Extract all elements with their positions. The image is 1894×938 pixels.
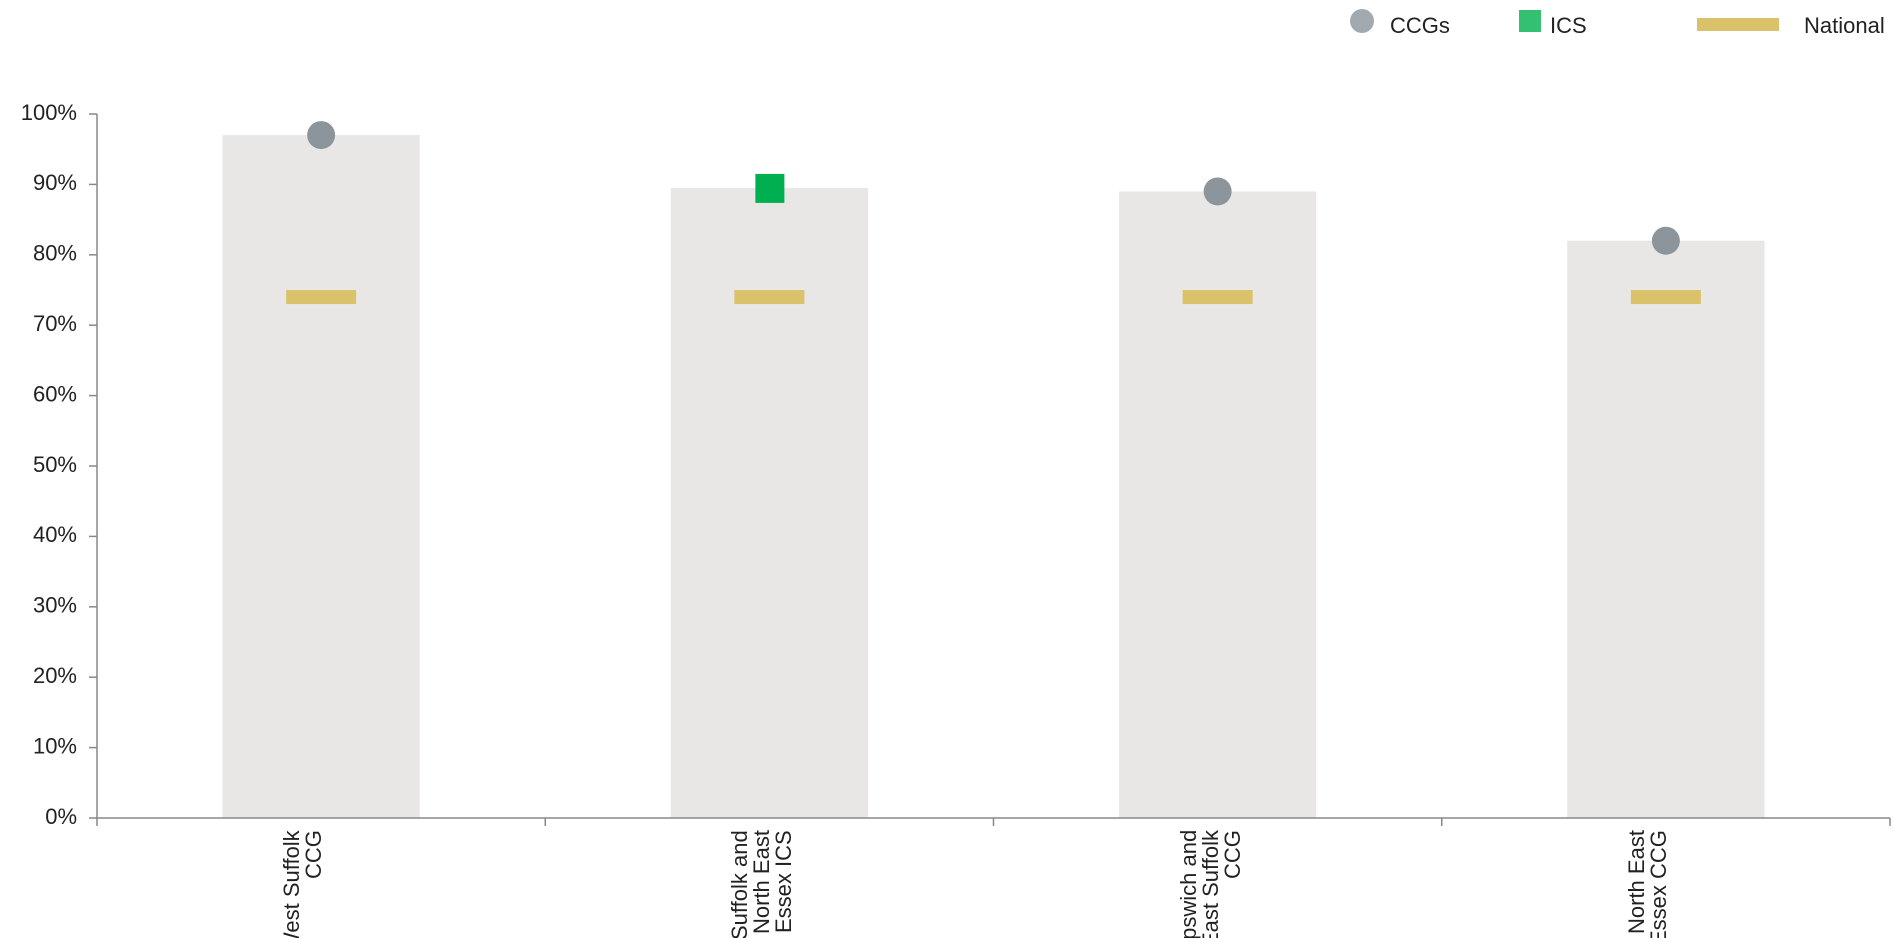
bar xyxy=(1567,240,1765,819)
y-tick-label: 80% xyxy=(33,241,77,266)
y-tick-label: 0% xyxy=(45,804,77,829)
legend-swatch xyxy=(1697,18,1779,31)
y-tick-label: 30% xyxy=(33,593,77,618)
y-tick-label: 100% xyxy=(21,100,77,125)
circle-marker xyxy=(1651,226,1680,255)
square-marker xyxy=(755,173,785,203)
bar xyxy=(670,187,868,819)
y-tick-label: 40% xyxy=(33,522,77,547)
y-tick-label: 70% xyxy=(33,311,77,336)
y-tick-label: 10% xyxy=(33,733,77,758)
bar xyxy=(222,135,420,818)
y-tick-label: 20% xyxy=(33,663,77,688)
x-tick-label-text: West Suffolk CCG xyxy=(279,830,327,938)
y-tick-label: 50% xyxy=(33,452,77,477)
legend-label: CCGs xyxy=(1390,13,1450,38)
legend-label: ICS xyxy=(1550,13,1587,38)
y-tick-label: 90% xyxy=(33,170,77,195)
x-tick-label: West Suffolk CCG xyxy=(279,830,361,938)
circle-marker xyxy=(307,121,336,150)
legend-swatch xyxy=(1350,9,1374,33)
dash-marker xyxy=(286,290,357,305)
legend-label: National xyxy=(1804,13,1885,38)
dash-marker xyxy=(734,290,805,305)
bar xyxy=(1119,191,1317,818)
circle-marker xyxy=(1203,177,1232,206)
x-tick-label-text: North East Essex CCG xyxy=(1623,830,1671,938)
x-tick-label: North East Essex CCG xyxy=(1623,830,1706,938)
x-tick-label: Suffolk and North East Essex ICS xyxy=(727,830,809,938)
dash-marker xyxy=(1630,290,1701,305)
x-tick-label: Ipswich and East Suffolk CCG xyxy=(1175,830,1258,938)
y-tick-label: 60% xyxy=(33,381,77,406)
x-tick-label-text: Suffolk and North East Essex ICS xyxy=(727,830,797,938)
dash-marker xyxy=(1182,290,1253,305)
x-tick-label-text: Ipswich and East Suffolk CCG xyxy=(1175,830,1245,938)
legend-swatch xyxy=(1519,10,1541,32)
